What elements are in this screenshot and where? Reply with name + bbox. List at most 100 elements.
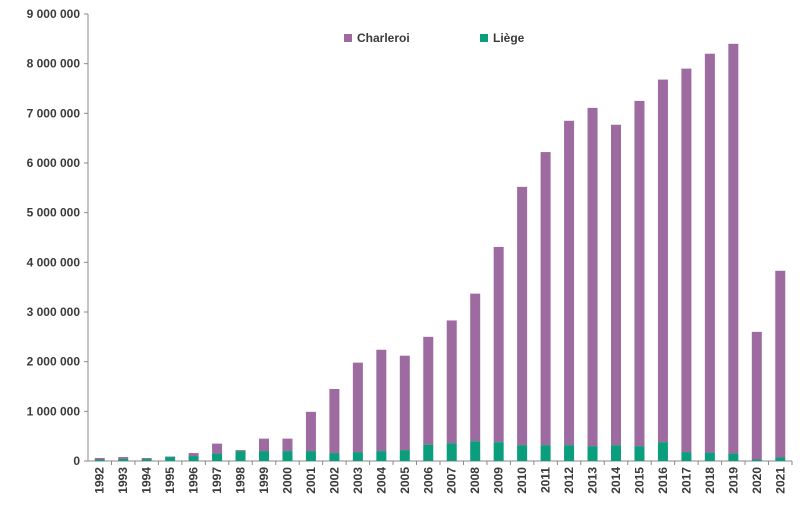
- x-tick-label: 1992: [93, 467, 107, 494]
- x-tick-label: 2014: [609, 467, 623, 494]
- bar-lige-1998: [235, 451, 246, 461]
- bar-lige-2012: [564, 445, 575, 461]
- bar-lige-2018: [704, 452, 715, 461]
- bar-charleroi-1993: [118, 457, 129, 460]
- bar-charleroi-1996: [188, 453, 199, 457]
- x-tick-label: 1998: [234, 467, 248, 494]
- bar-lige-1996: [188, 456, 199, 461]
- x-tick-label: 2004: [374, 467, 388, 494]
- bar-charleroi-2000: [282, 438, 293, 452]
- bar-charleroi-2010: [517, 186, 528, 446]
- bar-lige-2006: [423, 444, 434, 461]
- x-tick-label: 2002: [327, 467, 341, 494]
- x-tick-label: 2001: [304, 467, 318, 494]
- bar-charleroi-2011: [540, 152, 551, 446]
- bar-lige-1995: [165, 457, 176, 461]
- y-tick-label: 0: [73, 454, 80, 468]
- x-tick-label: 1997: [210, 467, 224, 494]
- bar-charleroi-2008: [470, 293, 481, 442]
- x-tick-label: 2008: [468, 467, 482, 494]
- bar-charleroi-2002: [329, 388, 340, 454]
- bar-charleroi-2016: [657, 79, 668, 443]
- y-tick-label: 6 000 000: [27, 156, 81, 170]
- bars: [94, 43, 786, 461]
- y-tick-label: 7 000 000: [27, 106, 81, 120]
- bar-lige-2009: [493, 442, 504, 461]
- x-tick-label: 2018: [703, 467, 717, 494]
- bar-charleroi-2005: [399, 355, 410, 451]
- y-tick-label: 8 000 000: [27, 57, 81, 71]
- x-tick-label: 2011: [539, 467, 553, 493]
- legend-label-lige: Liège: [493, 31, 525, 45]
- bar-charleroi-2012: [564, 120, 575, 446]
- bar-charleroi-2004: [376, 349, 387, 452]
- x-tick-label: 1994: [140, 467, 154, 494]
- bar-lige-1992: [94, 459, 105, 461]
- bar-lige-2000: [282, 451, 293, 461]
- bar-lige-2015: [634, 446, 645, 461]
- legend-swatch-lige: [480, 34, 488, 42]
- bar-lige-2002: [329, 453, 340, 461]
- bar-lige-2004: [376, 451, 387, 461]
- bar-lige-1997: [212, 453, 223, 461]
- bar-charleroi-2018: [704, 53, 715, 453]
- bar-charleroi-2003: [352, 362, 363, 453]
- x-tick-label: 2013: [586, 467, 600, 494]
- bar-lige-2001: [305, 451, 316, 461]
- bar-charleroi-2006: [423, 336, 434, 445]
- x-tick-label: 2019: [726, 467, 740, 494]
- y-tick-label: 3 000 000: [27, 305, 81, 319]
- x-tick-label: 2012: [562, 467, 576, 494]
- x-tick-label: 2005: [398, 467, 412, 494]
- legend-label-charleroi: Charleroi: [357, 31, 410, 45]
- bar-charleroi-1997: [212, 443, 223, 454]
- x-tick-label: 2016: [656, 467, 670, 494]
- bar-lige-2016: [657, 442, 668, 461]
- x-tick-label: 2010: [515, 467, 529, 494]
- x-tick-label: 1996: [187, 467, 201, 494]
- x-tick-label: 2009: [492, 467, 506, 494]
- bar-charleroi-2020: [751, 331, 762, 460]
- bar-charleroi-2007: [446, 320, 457, 444]
- bar-charleroi-2019: [728, 43, 739, 454]
- bar-lige-2011: [540, 445, 551, 461]
- legend-swatch-charleroi: [344, 34, 352, 42]
- x-tick-label: 2006: [421, 467, 435, 494]
- bar-lige-2020: [751, 459, 762, 461]
- y-tick-label: 5 000 000: [27, 206, 81, 220]
- bar-lige-1999: [259, 451, 269, 461]
- bar-charleroi-1998: [235, 450, 246, 452]
- legend: Charleroi Liège: [344, 31, 525, 45]
- bar-lige-2003: [352, 452, 363, 461]
- bar-lige-2021: [775, 457, 786, 461]
- x-axis: 1992 1993 1994 1995 1996 1997 1998 1999 2000 2001…: [88, 460, 793, 494]
- bar-lige-2013: [587, 446, 598, 461]
- bar-lige-2019: [728, 453, 739, 461]
- x-tick-label: 2000: [280, 467, 294, 494]
- x-tick-label: 2007: [445, 467, 459, 494]
- bar-charleroi-2021: [775, 270, 786, 458]
- bar-charleroi-2013: [587, 107, 598, 447]
- bar-lige-1993: [118, 459, 129, 461]
- bar-charleroi-2009: [493, 246, 504, 443]
- y-tick-label: 1 000 000: [27, 404, 81, 418]
- x-tick-label: 1999: [257, 467, 271, 494]
- bar-charleroi-2014: [611, 124, 621, 446]
- y-tick-label: 9 000 000: [27, 7, 81, 21]
- x-tick-label: 2015: [632, 467, 646, 494]
- y-axis: 0 1 000 000 2 000 000 3 000 000 4 000 000 5 0…: [27, 7, 89, 468]
- bar-charleroi-2015: [634, 100, 645, 447]
- y-tick-label: 2 000 000: [27, 355, 81, 369]
- bar-charleroi-1999: [259, 438, 269, 452]
- x-tick-label: 2021: [773, 467, 787, 494]
- bar-charleroi-1992: [94, 458, 105, 460]
- bar-charleroi-2017: [681, 68, 692, 453]
- bar-lige-2005: [399, 450, 410, 461]
- y-tick-label: 4 000 000: [27, 255, 81, 269]
- bar-lige-2008: [470, 441, 481, 461]
- bar-charleroi-1994: [141, 458, 152, 460]
- x-tick-label: 2003: [351, 467, 365, 494]
- x-tick-label: 2017: [679, 467, 693, 494]
- x-tick-label: 2020: [750, 467, 764, 494]
